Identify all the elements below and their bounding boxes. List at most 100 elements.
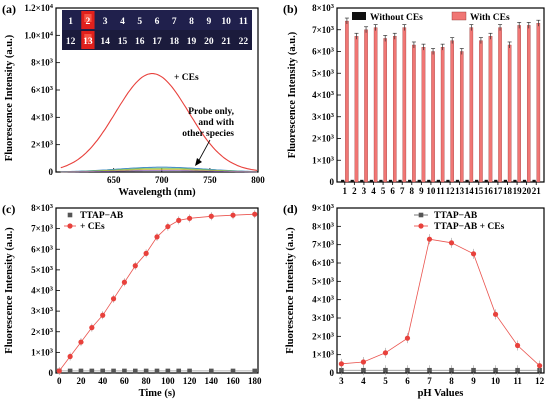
chart-d-point — [360, 359, 367, 365]
chart-b-bar-with — [450, 40, 454, 183]
chart-b-xtick-label: 5 — [381, 186, 386, 196]
chart-b-xtick-label: 6 — [390, 186, 395, 196]
chart-c-point — [230, 212, 236, 218]
chart-d-point — [382, 350, 389, 356]
chart-c-point — [230, 368, 236, 374]
chart-d-point — [515, 367, 520, 373]
chart-d-point — [427, 367, 432, 373]
chart-b-xtick-label: 17 — [493, 186, 503, 196]
chart-b-xtick-label: 9 — [419, 186, 424, 196]
chart-b-bar-with — [364, 29, 368, 183]
chart-d-point — [449, 367, 454, 373]
chart-a-ytick-label: 6×103 — [31, 85, 54, 95]
vial-row1-label: 5 — [137, 17, 142, 27]
vial-row2-label: 21 — [221, 37, 231, 47]
vial-row1-label: 1 — [68, 17, 73, 27]
chart-d-xtick-label: 6 — [405, 376, 410, 386]
chart-c-ytick-label: 6×103 — [31, 244, 54, 254]
chart-d-legend-marker-0 — [418, 212, 424, 218]
chart-d-ytick-label: 7×103 — [312, 240, 335, 250]
chart-b-xtick-label: 20 — [522, 186, 532, 196]
chart-d-point — [493, 367, 498, 373]
panel-label-c: (c) — [2, 202, 15, 216]
chart-a-ytick-label: 4×103 — [31, 112, 54, 122]
chart-c-point — [132, 368, 138, 374]
vial-row2-label: 13 — [83, 37, 93, 47]
chart-d-xtick-label: 3 — [339, 376, 344, 386]
chart-d-ph: 0 1×103 2×103 3×103 4×103 5×103 6×103 7×103 8×10… — [285, 203, 545, 399]
chart-a-spectra: 0 2×103 4×103 6×103 8×103 1.0×104 1.2×104 650 70… — [4, 3, 265, 198]
chart-c-legend-marker-0 — [67, 212, 73, 218]
chart-b-bar-with — [507, 44, 512, 183]
chart-a-xtick-label: 800 — [251, 175, 265, 185]
chart-d-point — [383, 367, 388, 373]
chart-c-ylabel: Fluorescence Intensity (a.u.) — [4, 227, 15, 354]
chart-a-annot-arrowhead — [195, 158, 202, 166]
vial-row1-label: 6 — [155, 17, 160, 27]
chart-b-bar-with — [373, 27, 378, 183]
vial-row2-label: 17 — [152, 37, 162, 47]
chart-c-point — [110, 296, 117, 302]
chart-a-annot-ces: + CEs — [174, 73, 199, 83]
chart-b-xtick-label: 11 — [436, 186, 445, 196]
chart-b-frame — [336, 7, 545, 183]
chart-b-bar-with — [431, 51, 435, 183]
chart-c-point — [186, 215, 193, 221]
chart-b-ytick-label: 4×103 — [312, 90, 335, 100]
chart-c-point — [100, 368, 105, 374]
chart-c-point — [122, 368, 127, 374]
chart-d-ytick-label: 5×103 — [312, 276, 335, 286]
chart-c-point — [89, 325, 95, 331]
vial-row2-label: 12 — [66, 37, 76, 47]
chart-c-xtick-label: 120 — [183, 376, 197, 386]
chart-a-annot-arrow — [197, 139, 211, 163]
chart-d-xlabel: pH Values — [418, 388, 464, 399]
vial-row1-label: 2 — [86, 17, 91, 27]
chart-d-ylabel: Fluorescence Intensity (a.u.) — [285, 227, 296, 354]
chart-d-point — [405, 367, 410, 373]
chart-b-bar-without — [484, 179, 488, 182]
chart-d-point — [404, 335, 411, 341]
chart-b-xtick-label: 14 — [465, 186, 475, 196]
chart-b-bar-without — [446, 179, 450, 182]
chart-c-time: 0 1×103 2×103 3×103 4×103 5×103 6×103 7×103 8×10… — [4, 203, 262, 399]
vial-row2-label: 18 — [170, 37, 180, 47]
chart-c-frame — [55, 207, 259, 374]
chart-c-xtick-label: 100 — [161, 376, 175, 386]
chart-d-xtick-label: 5 — [383, 376, 388, 386]
chart-a-xtick-label: 650 — [107, 175, 121, 185]
chart-c-xtick-label: 20 — [76, 376, 86, 386]
chart-b-bar-without — [436, 179, 440, 182]
chart-c-xlabel: Time (s) — [139, 388, 176, 399]
chart-b-xtick-label: 21 — [532, 186, 542, 196]
vial-row1-label: 8 — [189, 17, 194, 27]
chart-c-xtick-label: 180 — [248, 376, 262, 386]
chart-b-xtick-label: 7 — [400, 186, 405, 196]
chart-c-xtick-label: 160 — [226, 376, 240, 386]
chart-b-xtick-label: 3 — [362, 186, 367, 196]
chart-c-ytick-label: 8×103 — [31, 203, 54, 213]
chart-c-point — [208, 213, 214, 219]
vial-row1-label: 4 — [120, 17, 125, 27]
chart-c-ytick-label: 1×103 — [31, 347, 54, 357]
chart-c-point — [154, 368, 160, 374]
vial-row1-label: 9 — [206, 17, 211, 27]
chart-a-series-0 — [60, 73, 258, 171]
chart-c-legend-label-0: TTAP−AB — [80, 211, 124, 221]
chart-b-bar-with — [345, 20, 349, 183]
chart-d-point — [492, 311, 499, 317]
chart-d-xtick-label: 4 — [361, 376, 366, 386]
chart-c-point — [252, 211, 258, 217]
chart-b-xtick-label: 15 — [474, 186, 484, 196]
chart-b-ytick-label: 3×103 — [312, 112, 335, 122]
vial-highlight-13 — [84, 34, 92, 42]
chart-b-legend-swatch-with — [451, 11, 467, 21]
chart-d-point — [536, 363, 543, 369]
chart-c-point — [176, 368, 182, 374]
chart-b-bar-without — [379, 179, 383, 182]
vial-row2-label: 16 — [135, 37, 145, 47]
chart-b-bar-without — [417, 179, 421, 182]
chart-c-xtick-label: 140 — [205, 376, 219, 386]
chart-a-other-species-line — [60, 170, 257, 173]
chart-c-ytick-label: 7×103 — [31, 224, 54, 234]
